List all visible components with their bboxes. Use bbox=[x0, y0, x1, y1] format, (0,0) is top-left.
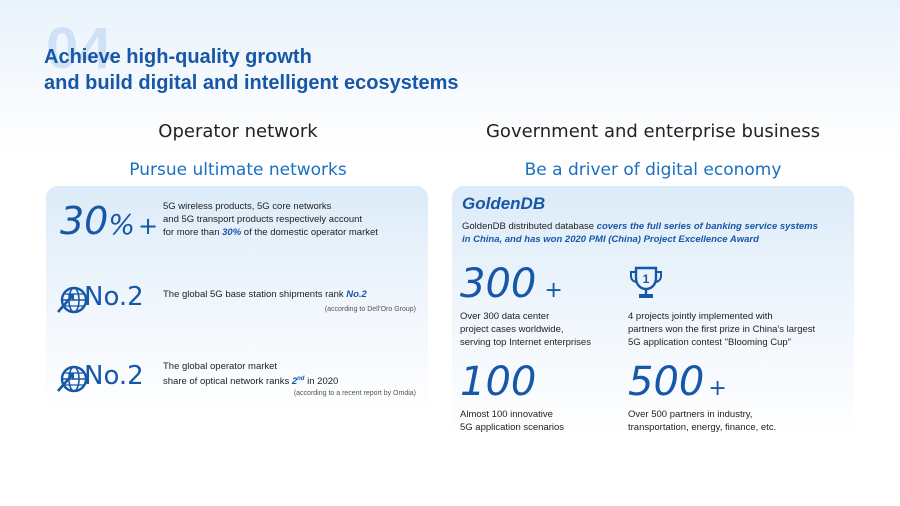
left-subheading: Pursue ultimate networks bbox=[129, 160, 347, 180]
title-line-2: and build digital and intelligent ecosys… bbox=[44, 72, 459, 94]
stat-500: 500 + bbox=[628, 359, 727, 405]
stat3-line1: The global operator market bbox=[163, 361, 278, 372]
stat1-line1: 5G wireless products, 5G core networks bbox=[163, 201, 332, 212]
stat-suffix: + bbox=[137, 212, 159, 240]
stat2-line1: The global 5G base station shipments ran… bbox=[163, 289, 367, 300]
left-heading: Operator network bbox=[158, 121, 318, 142]
stat2-source-note: (according to Dell'Oro Group) bbox=[324, 306, 416, 313]
stat3-line2: share of optical network ranks 2nd in 20… bbox=[163, 376, 339, 388]
globe-arrow-icon bbox=[57, 286, 88, 314]
section-number: 04 bbox=[46, 16, 113, 81]
stat-500-description: Over 500 partners in industry, transport… bbox=[628, 409, 777, 433]
stat3-source-note: (according to a recent report by Omdia) bbox=[293, 390, 416, 397]
stat2-description: The global 5G base station shipments ran… bbox=[163, 288, 428, 301]
right-heading: Government and enterprise business bbox=[485, 121, 821, 142]
stat1-line3: for more than 30% of the domestic operat… bbox=[163, 227, 378, 238]
blooming-cup-description: 4 projects jointly implemented with part… bbox=[628, 311, 816, 348]
left-panel: 30% + 5G wireless products, 5G core netwo… bbox=[46, 186, 428, 416]
trophy-icon: 1 bbox=[630, 266, 662, 298]
title-line-1: Achieve high-quality growth bbox=[44, 46, 312, 68]
right-panel: GoldenDB GoldenDB distributed database c… bbox=[452, 186, 854, 440]
page-title: Achieve high-quality growth and build di… bbox=[44, 44, 459, 96]
stat-100: 100 bbox=[460, 359, 537, 405]
globe-arrow-icon bbox=[57, 365, 88, 393]
product-name: GoldenDB bbox=[462, 194, 546, 213]
stat-30-percent: 30% + bbox=[60, 202, 158, 240]
stat-300-description: Over 300 data center project cases world… bbox=[460, 311, 591, 348]
stat1-line2: and 5G transport products respectively a… bbox=[163, 214, 363, 225]
right-subheading: Be a driver of digital economy bbox=[524, 160, 782, 180]
stat-100-description: Almost 100 innovative 5G application sce… bbox=[460, 409, 565, 433]
product-description: GoldenDB distributed database covers the… bbox=[462, 221, 818, 245]
stat-value: 30 bbox=[60, 199, 109, 243]
trophy-digit: 1 bbox=[643, 272, 650, 286]
rank-no2-optical: No.2 bbox=[84, 361, 144, 391]
rank-no2-5g: No.2 bbox=[84, 282, 144, 312]
stat-unit: % bbox=[108, 208, 135, 241]
stat3-description: The global operator market share of opti… bbox=[163, 360, 428, 388]
stat-300: 300 + bbox=[460, 261, 563, 307]
stat1-description: 5G wireless products, 5G core networks a… bbox=[163, 200, 428, 239]
